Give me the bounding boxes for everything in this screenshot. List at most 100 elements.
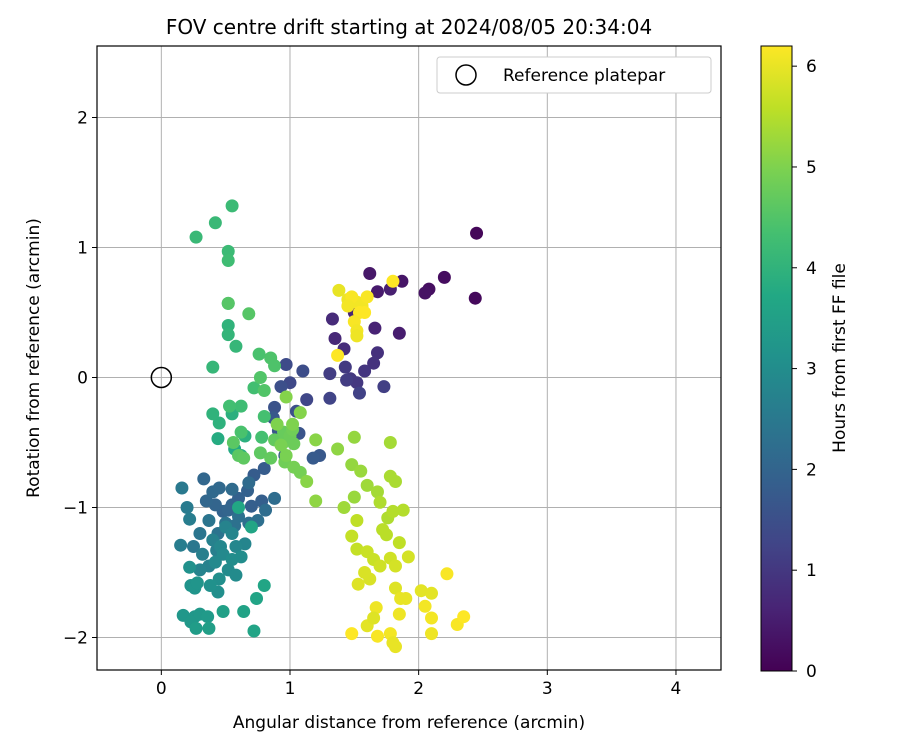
drift-point — [287, 437, 301, 451]
colorbar-tick-label: 4 — [806, 259, 817, 279]
drift-point — [244, 499, 258, 513]
drift-point — [347, 490, 361, 504]
drift-point — [225, 553, 239, 566]
drift-point — [350, 329, 364, 343]
drift-point — [368, 321, 382, 335]
drift-point — [363, 572, 377, 586]
reference-platepar-marker — [150, 366, 173, 389]
drift-point — [370, 629, 384, 643]
drift-point — [190, 576, 204, 590]
drift-point — [259, 503, 273, 517]
drift-point — [323, 391, 337, 405]
data-points — [174, 199, 484, 654]
drift-point — [196, 547, 210, 561]
drift-point — [279, 449, 293, 462]
drift-point — [274, 380, 288, 394]
drift-point — [274, 438, 288, 452]
drift-point — [388, 559, 402, 573]
drift-point — [212, 416, 226, 430]
x-tick-label: 4 — [671, 679, 682, 699]
drift-point — [470, 226, 484, 240]
x-tick-label: 3 — [542, 679, 553, 699]
drift-point — [202, 514, 216, 527]
drift-point — [386, 274, 400, 288]
colorbar-label: Hours from first FF file — [830, 263, 850, 453]
drift-point — [369, 601, 383, 615]
drift-point — [360, 290, 374, 304]
colorbar-tick-label: 6 — [806, 57, 817, 77]
drift-point — [221, 254, 235, 267]
drift-point — [189, 621, 203, 635]
drift-point — [212, 572, 226, 586]
drift-point — [395, 274, 409, 288]
drift-point — [306, 451, 320, 465]
drift-point — [225, 527, 239, 540]
drift-point — [223, 399, 237, 413]
drift-point — [206, 360, 220, 374]
colorbar-tick-label: 5 — [806, 158, 817, 178]
drift-point — [202, 621, 216, 635]
drift-point — [425, 611, 439, 625]
legend: Reference platepar — [436, 56, 712, 94]
drift-point — [212, 481, 226, 495]
drift-point — [237, 605, 251, 618]
drift-point — [197, 472, 211, 486]
drift-point — [373, 559, 387, 573]
drift-point — [425, 627, 439, 641]
drift-point — [341, 299, 355, 313]
drift-point — [392, 536, 406, 550]
drift-point — [270, 417, 284, 431]
drift-point — [300, 393, 314, 407]
drift-point — [440, 567, 454, 581]
x-tick-label: 0 — [156, 679, 167, 699]
drift-point — [180, 501, 194, 514]
drift-point — [373, 495, 387, 509]
x-tick-label: 1 — [285, 679, 296, 699]
drift-point — [234, 399, 248, 413]
drift-point — [279, 390, 293, 404]
drift-point — [255, 430, 269, 444]
drift-point — [367, 356, 381, 370]
drift-point — [189, 230, 203, 244]
drift-point — [237, 451, 251, 465]
drift-point — [253, 371, 267, 384]
drift-point — [418, 599, 432, 613]
drift-point — [331, 442, 345, 456]
drift-point — [468, 291, 482, 305]
y-axis-ticks: −2 −1 0 1 2 — [63, 109, 97, 649]
drift-point — [358, 364, 372, 378]
drift-point — [347, 430, 361, 444]
colorbar-tick-label: 3 — [806, 360, 817, 380]
drift-point — [216, 605, 230, 618]
drift-point — [174, 538, 188, 552]
drift-point — [193, 527, 207, 540]
drift-point — [286, 417, 300, 431]
colorbar-tick-label: 1 — [806, 561, 817, 581]
drift-point — [268, 491, 282, 505]
chart-title: FOV centre drift starting at 2024/08/05 … — [166, 15, 652, 39]
drift-point — [350, 542, 364, 556]
drift-point — [370, 346, 384, 360]
drift-point — [345, 458, 359, 472]
legend-box — [436, 56, 712, 94]
x-axis-label: Angular distance from reference (arcmin) — [233, 713, 585, 733]
colorbar-tick-label: 0 — [806, 662, 817, 682]
drift-point — [414, 584, 428, 598]
drift-point — [350, 376, 364, 390]
drift-point — [296, 364, 310, 378]
drift-point — [208, 216, 222, 230]
drift-point — [242, 307, 256, 321]
drift-point — [247, 624, 261, 638]
drift-point — [425, 586, 439, 600]
drift-point — [401, 550, 415, 564]
drift-point — [396, 503, 410, 517]
drift-point — [351, 577, 365, 591]
drift-point — [392, 326, 406, 340]
drift-point — [437, 270, 451, 284]
grid-lines — [97, 46, 721, 670]
drift-point — [257, 462, 271, 475]
drift-point — [360, 478, 374, 492]
legend-label: Reference platepar — [503, 66, 665, 86]
drift-point — [363, 267, 377, 280]
